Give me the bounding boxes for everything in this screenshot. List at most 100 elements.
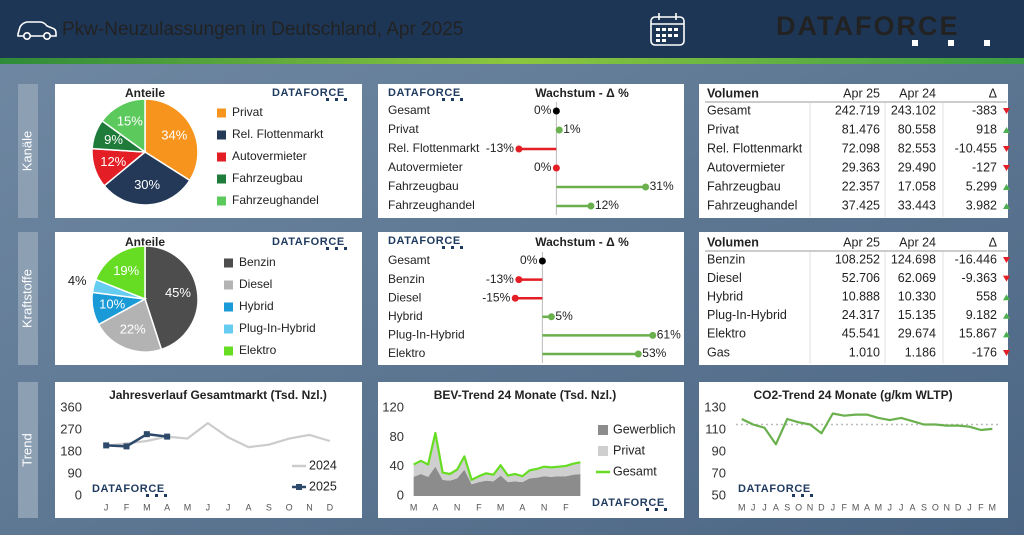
table-cell: -127 (972, 160, 997, 174)
row-label: Elektro (388, 346, 426, 360)
logo-dot (442, 98, 445, 101)
logo-dot (164, 494, 167, 497)
table-cell: 37.425 (842, 198, 880, 212)
x-tick-label: A (432, 502, 438, 512)
value-label: 61% (657, 328, 681, 342)
pie-label: 19% (113, 263, 139, 278)
y-tick-label: 110 (705, 421, 726, 436)
logo-dot (460, 246, 463, 249)
header-stripe (0, 58, 1024, 64)
panel-logo: DATAFORCE (738, 483, 811, 495)
logo-dot (664, 508, 667, 511)
table-header: Apr 25 (843, 235, 880, 249)
x-tick-label: M (875, 502, 883, 512)
x-tick-label: J (899, 502, 904, 512)
row-label: Diesel (388, 290, 421, 304)
y-tick-label: 90 (68, 465, 82, 480)
y-tick-label: 50 (712, 487, 726, 502)
trend-up (1003, 203, 1010, 209)
panel-logo: DATAFORCE (388, 235, 461, 247)
brand-dots (912, 40, 990, 46)
section-label: Trend (19, 433, 34, 466)
table-cell: 52.706 (842, 271, 880, 285)
y-tick-label: 70 (712, 465, 726, 480)
logo-dot (335, 98, 338, 101)
table-cell: 10.330 (898, 289, 936, 303)
marker (123, 443, 130, 450)
table-cell: Rel. Flottenmarkt (707, 141, 803, 155)
logo-dot (326, 98, 329, 101)
table-cell: -9.363 (962, 271, 997, 285)
panel-logo: DATAFORCE (272, 87, 345, 99)
logo-dot (451, 98, 454, 101)
lollipop-dot (642, 183, 650, 191)
trend-down (1003, 108, 1010, 114)
trend-up (1003, 127, 1010, 133)
x-tick-label: S (266, 502, 272, 512)
lollipop-dot (552, 164, 560, 172)
chart-title: Jahresverlauf Gesamtmarkt (Tsd. Nzl.) (109, 388, 327, 402)
row-label: Privat (388, 122, 419, 136)
table-cell: Gesamt (707, 103, 751, 117)
x-tick-label: A (773, 502, 779, 512)
lollipop-dot (538, 257, 546, 265)
table-cell: 45.541 (842, 327, 880, 341)
legend-swatch (598, 446, 608, 456)
chart-title: CO2-Trend 24 Monate (g/km WLTP) (753, 388, 952, 402)
row-label: Gesamt (388, 103, 431, 117)
section-label: Kanäle (19, 131, 34, 171)
y-tick-label: 130 (704, 399, 726, 414)
y-tick-label: 120 (382, 399, 404, 414)
pie-title: Anteile (125, 86, 165, 100)
line (413, 431, 581, 481)
table-cell: Plug-In-Hybrid (707, 308, 787, 322)
row-label: Fahrzeugbau (388, 179, 459, 193)
car-icon (17, 21, 57, 40)
y-tick-label: 0 (397, 487, 404, 502)
brand-logo: DATAFORCE (776, 11, 959, 41)
table-cell: Privat (707, 122, 739, 136)
panel-logo: DATAFORCE (92, 483, 165, 495)
y-tick-label: 40 (390, 458, 404, 473)
legend-label: Plug-In-Hybrid (239, 321, 316, 335)
table-cell: Elektro (707, 327, 746, 341)
panel (378, 84, 684, 218)
table-cell: 124.698 (891, 252, 936, 266)
pie-slice (94, 245, 146, 301)
lollipop-dot (634, 350, 642, 358)
table-cell: 22.357 (842, 179, 880, 193)
logo-dot (646, 508, 649, 511)
logo-dot (146, 494, 149, 497)
legend-swatch (217, 196, 226, 206)
x-tick-label: A (519, 502, 525, 512)
marker (103, 442, 110, 449)
lollipop-dot (555, 126, 563, 134)
panel-logo: DATAFORCE (272, 236, 345, 248)
x-tick-label: F (841, 502, 847, 512)
pie-label: 15% (117, 114, 143, 129)
panel (699, 232, 1008, 365)
table-header: Δ (989, 86, 997, 100)
x-tick-label: J (762, 502, 767, 512)
legend-marker (296, 484, 302, 490)
logo-dot (792, 494, 795, 497)
section-tab (18, 84, 38, 218)
x-tick-label: M (184, 502, 192, 512)
legend-label: 2024 (309, 458, 337, 472)
legend-swatch (224, 346, 233, 356)
pie-slice (97, 297, 163, 353)
marker (164, 433, 171, 440)
legend-label: 2025 (309, 479, 337, 493)
value-label: 0% (534, 103, 552, 117)
table-cell: Fahrzeughandel (707, 198, 797, 212)
x-tick-label: N (943, 502, 950, 512)
x-tick-label: M (497, 502, 505, 512)
x-tick-label: N (807, 502, 814, 512)
logo-dot (460, 98, 463, 101)
row-label: Gesamt (388, 253, 431, 267)
legend-swatch (217, 130, 226, 140)
legend-swatch (224, 324, 233, 334)
x-tick-label: D (818, 502, 825, 512)
logo-dot (326, 247, 329, 250)
legend-swatch (224, 258, 233, 268)
